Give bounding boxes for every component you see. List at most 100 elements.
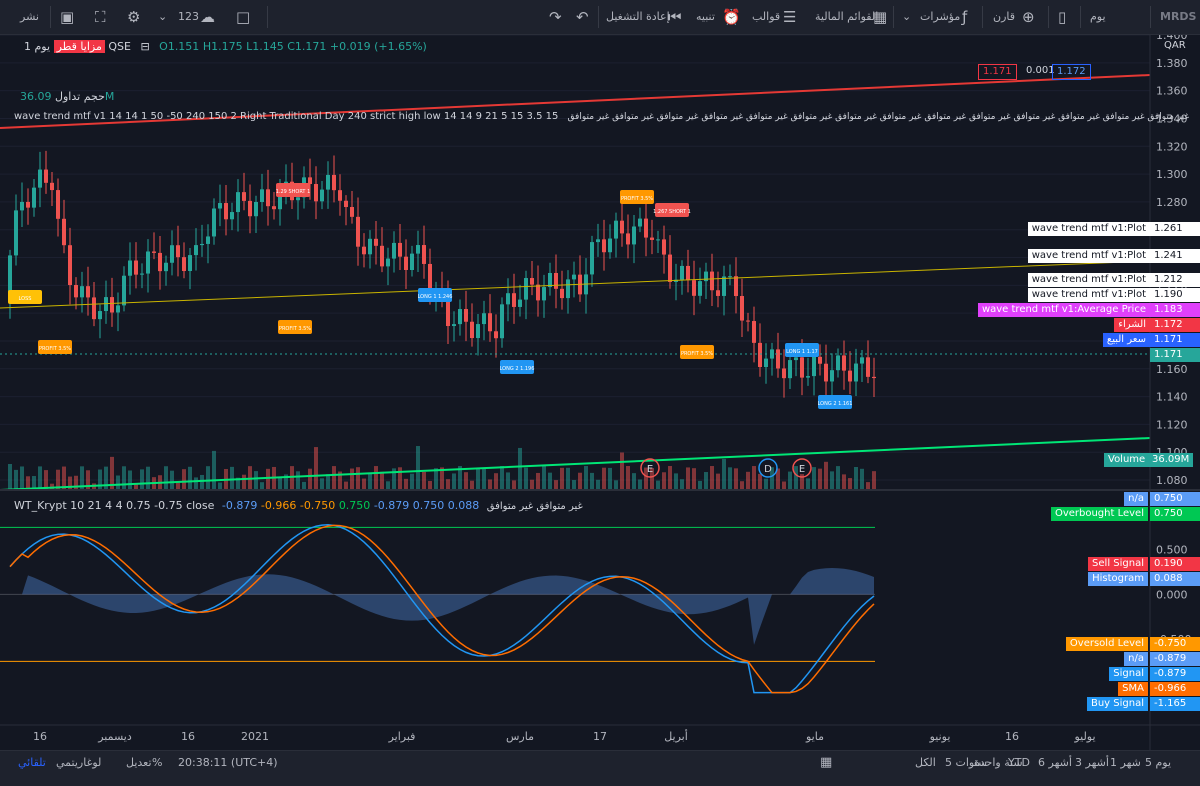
- auto-toggle[interactable]: تلقائي: [18, 756, 46, 769]
- range-button[interactable]: YTD: [1008, 756, 1030, 769]
- volume-legend-label[interactable]: حجم تداول: [55, 90, 105, 103]
- candle-body: [20, 201, 24, 211]
- symbol-code[interactable]: MRDS: [1160, 10, 1197, 23]
- layout-icon[interactable]: □: [236, 8, 251, 26]
- clock[interactable]: 20:38:11 (UTC+4): [178, 756, 278, 769]
- volume-bar: [638, 479, 642, 490]
- time-tick-label: أبريل: [664, 729, 688, 743]
- volume-bar: [614, 480, 618, 490]
- volume-bars: [8, 446, 876, 490]
- time-tick-label: ديسمبر: [97, 730, 132, 743]
- volume-bar: [254, 471, 258, 490]
- chevron-down-icon[interactable]: ⌄: [902, 10, 912, 23]
- minus-icon[interactable]: ⊟: [140, 40, 150, 53]
- time-tick-label: 2021: [241, 730, 269, 743]
- fx-icon[interactable]: ƒ: [962, 8, 968, 26]
- range-button[interactable]: سنوات 5: [945, 756, 988, 769]
- chart-canvas[interactable]: 1.29 SHORT 1 1.267 SHORT 1 PROFIT 3.5% PROF…: [0, 29, 1200, 750]
- candle-body: [788, 360, 792, 379]
- volume-bar: [38, 466, 42, 490]
- gear-icon[interactable]: ⚙: [127, 8, 141, 26]
- alert-icon[interactable]: ⏰: [722, 8, 741, 26]
- candle-body: [812, 356, 816, 377]
- templates-button[interactable]: قوالب: [752, 10, 781, 23]
- replay-icon[interactable]: ⏮: [668, 8, 682, 26]
- volume-bar: [116, 475, 120, 490]
- undo-icon[interactable]: ↶: [576, 8, 589, 26]
- legend-interval: يوم 1: [24, 40, 51, 53]
- volume-bar: [848, 478, 852, 490]
- compare-icon[interactable]: ⊕: [1022, 8, 1035, 26]
- osc-label-value: 0.750: [1150, 492, 1200, 506]
- trade-label-long3: LONG 1 1.17: [785, 343, 819, 357]
- ask-box[interactable]: 1.172: [1052, 64, 1091, 80]
- candle-body: [314, 184, 318, 202]
- candle-body: [212, 208, 216, 237]
- templates-icon[interactable]: ☰: [783, 8, 797, 26]
- chart-area[interactable]: 1.29 SHORT 1 1.267 SHORT 1 PROFIT 3.5% PROF…: [0, 29, 1200, 750]
- volume-bar: [176, 482, 180, 490]
- replay-button[interactable]: إعادة التشغيل: [606, 10, 670, 23]
- candle-body: [332, 174, 336, 191]
- volume-bar: [284, 474, 288, 490]
- candle-body: [806, 376, 810, 378]
- camera-icon[interactable]: ▣: [60, 8, 75, 26]
- cloud-icon[interactable]: ☁: [200, 8, 215, 26]
- trade-label-text: PROFIT 3.5%: [621, 196, 653, 202]
- range-button[interactable]: أشهر 6: [1038, 756, 1072, 769]
- symbol-name[interactable]: مزايا قطر: [53, 40, 105, 53]
- bid-box[interactable]: 1.171: [978, 64, 1017, 80]
- volume-bar: [830, 471, 834, 490]
- candle-body: [818, 356, 822, 364]
- range-button[interactable]: أشهر 3: [1075, 756, 1109, 769]
- publish-button[interactable]: نشر: [20, 10, 39, 23]
- candle-body: [170, 245, 174, 263]
- osc-label-text: Buy Signal: [1086, 697, 1148, 711]
- compare-button[interactable]: قارن: [993, 10, 1015, 23]
- candle-body: [716, 290, 720, 296]
- volume-bar: [620, 452, 624, 490]
- volume-bar: [296, 471, 300, 490]
- indicators-button[interactable]: مؤشرات: [920, 10, 961, 23]
- calendar-icon[interactable]: ▦: [820, 755, 833, 770]
- candle-body: [542, 287, 546, 301]
- event-marker-text: E: [799, 464, 805, 475]
- alert-button[interactable]: تنبيه: [696, 10, 715, 23]
- financials-button[interactable]: القوائم المالية: [815, 10, 879, 23]
- chevron-down-icon[interactable]: ⌄: [158, 10, 168, 23]
- price-tick-label: 1.080: [1156, 474, 1188, 487]
- volume-bar: [590, 472, 594, 490]
- volume-bar: [626, 466, 630, 490]
- range-button[interactable]: يوم 5: [1145, 756, 1172, 769]
- range-button[interactable]: سنة واحدة: [974, 756, 1023, 769]
- interval-button[interactable]: يوم: [1090, 10, 1106, 23]
- candle-body: [620, 220, 624, 234]
- wave-legend-params[interactable]: wave trend mtf v1 14 14 1 50 -50 240 150…: [14, 111, 559, 122]
- volume-axis-label: Volume: [1104, 453, 1150, 467]
- osc-name[interactable]: WT_Krypt: [14, 499, 67, 512]
- wt-line: [9, 524, 875, 694]
- log-toggle[interactable]: لوغاريتمي: [56, 756, 102, 769]
- separator: [1048, 6, 1049, 28]
- volume-bar: [182, 469, 186, 490]
- separator: [1080, 6, 1081, 28]
- range-button[interactable]: الكل: [915, 756, 936, 769]
- candle-body: [500, 304, 504, 339]
- adjust-toggle[interactable]: تعديل: [126, 756, 152, 769]
- volume-bar: [698, 480, 702, 490]
- candle-body: [266, 189, 270, 207]
- fullscreen-icon[interactable]: ⛶: [95, 8, 106, 26]
- osc-v6: 0.750: [412, 499, 445, 512]
- candle-body: [254, 201, 258, 217]
- volume-bar: [752, 466, 756, 490]
- value-badge[interactable]: 123: [178, 10, 199, 23]
- redo-icon[interactable]: ↷: [549, 8, 562, 26]
- candles-icon[interactable]: ▯: [1058, 8, 1067, 26]
- candle-body: [56, 190, 60, 219]
- financials-icon[interactable]: ▦: [873, 8, 888, 26]
- separator: [982, 6, 983, 28]
- range-button[interactable]: شهر 1: [1110, 756, 1141, 769]
- trade-label-short1: 1.29 SHORT 1: [276, 183, 310, 197]
- candle-body: [8, 255, 12, 300]
- percent-toggle[interactable]: %: [152, 756, 163, 769]
